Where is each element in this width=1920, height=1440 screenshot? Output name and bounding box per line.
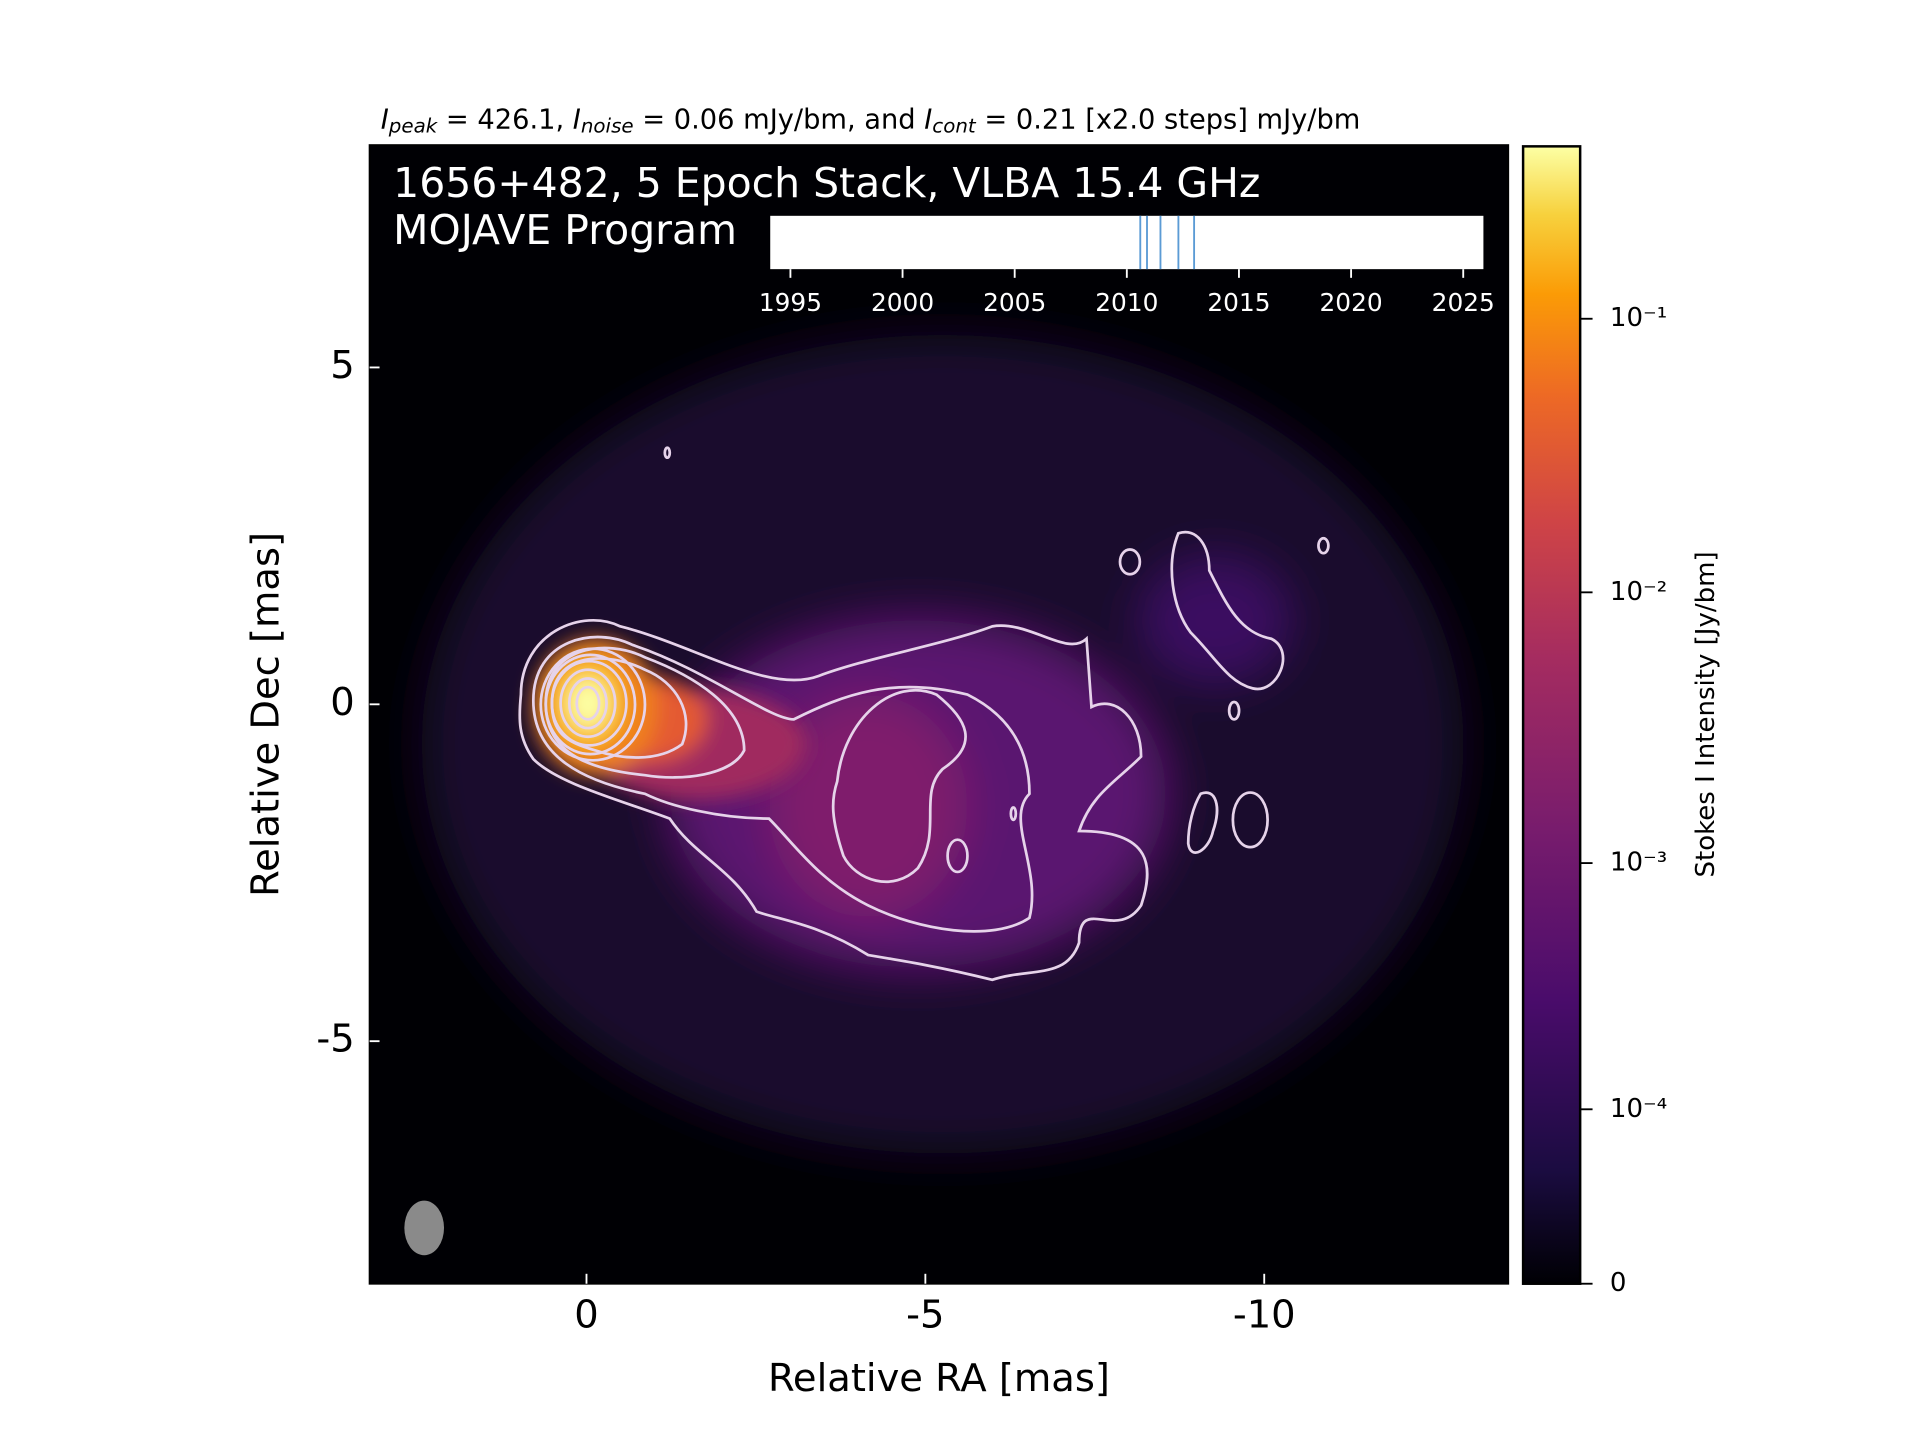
timeline-tick-label: 2005 bbox=[983, 288, 1046, 317]
colorbar-tick-label: 10⁻² bbox=[1610, 577, 1667, 607]
x-tick-label: -10 bbox=[1233, 1293, 1296, 1338]
header-part: = 0.06 mJy/bm, and bbox=[634, 104, 925, 135]
x-tick-label: 0 bbox=[574, 1293, 598, 1338]
timeline-tick-label: 2010 bbox=[1095, 288, 1158, 317]
image bbox=[369, 145, 1509, 1284]
colorbar-label: Stokes I Intensity [Jy/bm] bbox=[1691, 551, 1721, 877]
header-part: = 0.21 [x2.0 steps] mJy/bm bbox=[976, 104, 1361, 135]
timeline-tick-label: 2015 bbox=[1207, 288, 1270, 317]
colorbar-tick-label: 10⁻⁴ bbox=[1610, 1094, 1667, 1124]
y-tick-label: -5 bbox=[316, 1017, 354, 1062]
header-part: I bbox=[924, 104, 932, 135]
header-part: I bbox=[381, 104, 389, 135]
header-part: I bbox=[573, 104, 581, 135]
colorbar-tick-label: 10⁻¹ bbox=[1610, 303, 1667, 333]
subtitle: MOJAVE Program bbox=[393, 206, 737, 254]
colorbar-tick-label: 10⁻³ bbox=[1610, 848, 1667, 878]
timeline-box bbox=[770, 215, 1484, 270]
timeline-tick-label: 2025 bbox=[1432, 288, 1495, 317]
header: Ipeak = 426.1, Inoise = 0.06 mJy/bm, and… bbox=[381, 104, 1361, 137]
header-part: peak bbox=[388, 114, 439, 137]
timeline-tick-label: 2020 bbox=[1320, 288, 1383, 317]
colorbar-tick-label: 0 bbox=[1610, 1268, 1627, 1298]
y-axis-label: Relative Dec [mas] bbox=[243, 532, 288, 897]
header-part: cont bbox=[932, 114, 977, 137]
x-tick-label: -5 bbox=[906, 1293, 944, 1338]
colorbar bbox=[1521, 145, 1582, 1285]
header-part: noise bbox=[581, 114, 634, 137]
timeline-tick-label: 1995 bbox=[759, 288, 822, 317]
title: 1656+482, 5 Epoch Stack, VLBA 15.4 GHz bbox=[393, 159, 1260, 207]
y-tick-label: 0 bbox=[330, 680, 354, 725]
timeline-tick-label: 2000 bbox=[871, 288, 934, 317]
header-part: = 426.1, bbox=[437, 104, 573, 135]
plot-frame bbox=[368, 144, 1510, 1285]
x-axis-label: Relative RA [mas] bbox=[768, 1356, 1110, 1401]
y-tick-label: 5 bbox=[330, 343, 354, 388]
